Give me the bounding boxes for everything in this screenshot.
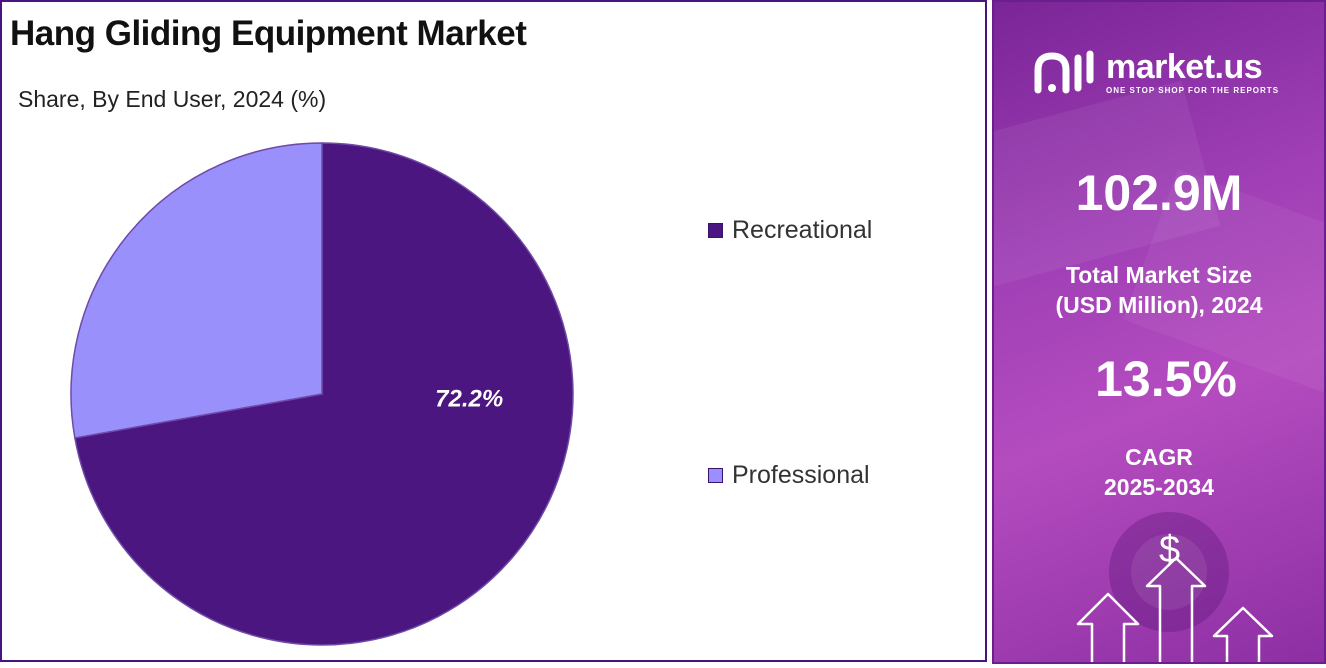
brand-name: market.us	[1106, 48, 1263, 86]
cagr-label: CAGR 2025-2034	[994, 442, 1324, 502]
pie-slice-professional[interactable]	[70, 142, 323, 439]
legend-item-recreational[interactable]: Recreational	[708, 216, 872, 245]
brand-tagline: ONE STOP SHOP FOR THE REPORTS	[1106, 86, 1280, 95]
market-us-logo-icon	[1034, 50, 1094, 94]
legend-swatch-professional	[708, 468, 723, 483]
cagr-label-line-2: 2025-2034	[1104, 474, 1214, 500]
cagr-value: 13.5%	[1095, 351, 1237, 407]
market-size-label: Total Market Size (USD Million), 2024	[994, 260, 1324, 320]
legend-label: Recreational	[732, 216, 873, 244]
pie-slices	[70, 142, 574, 646]
chart-title: Hang Gliding Equipment Market	[10, 14, 527, 53]
chart-subtitle: Share, By End User, 2024 (%)	[18, 86, 327, 112]
dollar-icon: $	[1159, 529, 1181, 571]
chart-panel: Hang Gliding Equipment Market Share, By …	[0, 0, 987, 662]
summary-panel: market.us ONE STOP SHOP FOR THE REPORTS …	[992, 0, 1326, 664]
brand-logo: market.us ONE STOP SHOP FOR THE REPORTS	[1034, 50, 1279, 96]
pie-slice-recreational[interactable]	[74, 142, 574, 646]
legend-item-professional[interactable]: Professional	[708, 461, 870, 490]
pie-chart: 72.2%	[70, 142, 574, 646]
legend-swatch-recreational	[708, 223, 723, 238]
cagr-label-line-1: CAGR	[1125, 444, 1193, 470]
legend-label: Professional	[732, 461, 870, 489]
market-size-label-line-2: (USD Million), 2024	[1055, 292, 1263, 318]
data-label-recreational: 72.2%	[435, 386, 503, 413]
market-size-value: 102.9M	[1075, 165, 1243, 221]
pie-labels: 72.2%	[435, 386, 503, 413]
market-size-label-line-1: Total Market Size	[1065, 262, 1253, 288]
background-decoration	[994, 80, 1324, 662]
growth-arrows-icon	[1076, 556, 1274, 662]
